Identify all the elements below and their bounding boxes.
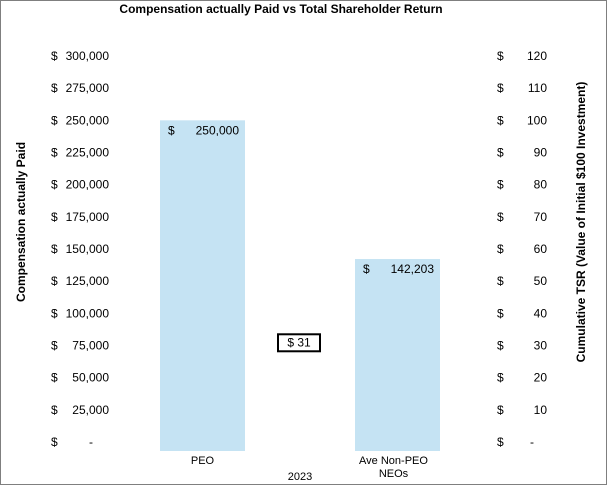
y2-tick-label: 20: [534, 371, 548, 385]
y2-tick-label: 70: [534, 210, 548, 224]
y2-tick-currency: $: [497, 242, 504, 256]
y2-tick-label: 90: [534, 146, 548, 160]
category-label: NEOs: [379, 468, 409, 480]
tsr-value-label: $ 31: [287, 335, 311, 349]
tsr-marker: $ 31: [277, 333, 321, 353]
y-tick-currency: $: [51, 81, 58, 95]
y2-tick-currency: $: [497, 146, 504, 160]
y2-tick-label: 120: [527, 49, 547, 63]
y-tick-currency: $: [51, 146, 58, 160]
bar-value-label: 142,203: [391, 262, 435, 276]
y-tick-label: 275,000: [66, 81, 110, 95]
y-tick-currency: $: [51, 49, 58, 63]
y-tick-label: 175,000: [66, 210, 110, 224]
y2-tick-currency: $: [497, 371, 504, 385]
y-axis-ticks: $ - $ 25,000 $ 50,000 $ 75,000 $ 100,000 $ 125,000 $…: [51, 49, 109, 449]
y2-tick-label: 40: [534, 306, 548, 320]
y-tick-currency: $: [51, 435, 58, 449]
y-tick-label: 25,000: [72, 403, 109, 417]
y2-axis-title: Cumulative TSR (Value of Initial $100 In…: [574, 82, 588, 363]
y-tick-currency: $: [51, 371, 58, 385]
y-tick-label: 125,000: [66, 274, 110, 288]
category-label: Ave Non-PEO: [359, 455, 428, 467]
y-axis-title: Compensation actually Paid: [14, 142, 28, 302]
bar: [160, 120, 245, 451]
tsr-marker-box: [277, 333, 321, 353]
y2-tick-label: 10: [534, 403, 548, 417]
bar-series: $250,000 $ 142,203: [160, 120, 440, 451]
y-tick-label: 300,000: [66, 49, 110, 63]
y-tick-currency: $: [51, 339, 58, 353]
y-tick-label: 50,000: [72, 371, 109, 385]
y2-tick-currency: $: [497, 113, 504, 127]
y2-tick-currency: $: [497, 306, 504, 320]
category-label: PEO: [191, 455, 215, 467]
y2-tick-label: 60: [534, 242, 548, 256]
y-tick-currency: $: [51, 306, 58, 320]
y2-tick-label: 100: [527, 113, 547, 127]
bar-value-label: 250,000: [196, 123, 240, 137]
y2-tick-currency: $: [497, 178, 504, 192]
y2-tick-currency: $: [497, 81, 504, 95]
y2-tick-currency: $: [497, 403, 504, 417]
y-tick-currency: $: [51, 403, 58, 417]
y-tick-currency: $: [51, 178, 58, 192]
y-tick-label: 225,000: [66, 146, 110, 160]
y-tick-label: -: [89, 435, 93, 449]
y2-tick-currency: $: [497, 435, 504, 449]
y2-tick-currency: $: [497, 339, 504, 353]
y2-axis-ticks: $ - $ 10 $ 20 $ 30 $ 40 $ 50 $ 60 $ 70 $ 80 $ 90 $ 100 $ 110 $ 12…: [497, 49, 547, 449]
y2-tick-currency: $: [497, 49, 504, 63]
y-tick-label: 200,000: [66, 178, 110, 192]
bar: [355, 259, 440, 451]
y2-tick-currency: $: [497, 210, 504, 224]
y-tick-currency: $: [51, 113, 58, 127]
y-tick-label: 250,000: [66, 113, 110, 127]
bar-value-currency: $: [168, 123, 175, 137]
y2-tick-currency: $: [497, 274, 504, 288]
y-tick-currency: $: [51, 242, 58, 256]
y2-tick-label: 110: [528, 81, 547, 95]
y2-tick-label: 50: [534, 274, 548, 288]
y-tick-label: 75,000: [72, 339, 109, 353]
y2-tick-label: -: [530, 435, 534, 449]
y2-tick-label: 80: [534, 178, 548, 192]
group-label: 2023: [288, 471, 312, 483]
y-tick-label: 100,000: [66, 306, 110, 320]
y-tick-label: 150,000: [66, 242, 110, 256]
y-tick-currency: $: [51, 274, 58, 288]
chart-title: Compensation actually Paid vs Total Shar…: [119, 2, 442, 16]
y-tick-currency: $: [51, 210, 58, 224]
y2-tick-label: 30: [534, 339, 548, 353]
bar-value-currency: $: [363, 262, 370, 276]
